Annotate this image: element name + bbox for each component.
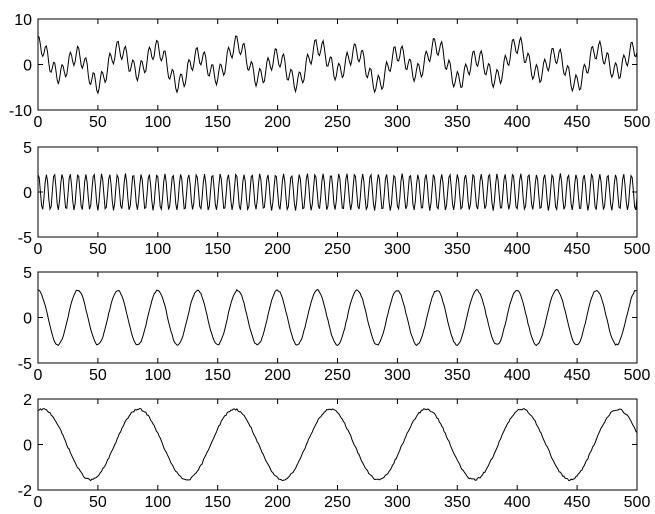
series-line <box>37 288 638 347</box>
x-tick-label: 450 <box>564 114 591 131</box>
x-tick-label: 300 <box>384 494 411 511</box>
x-tick-label: 100 <box>144 241 171 258</box>
x-tick-label: 200 <box>264 494 291 511</box>
x-tick-label: 50 <box>89 241 107 258</box>
x-tick-label: 450 <box>564 241 591 258</box>
x-tick-label: 200 <box>264 114 291 131</box>
y-tick-label: -2 <box>18 483 32 500</box>
x-tick-label: 500 <box>624 494 651 511</box>
x-tick-label: 0 <box>34 494 43 511</box>
x-tick-label: 50 <box>89 367 107 384</box>
x-tick-label: 250 <box>324 494 351 511</box>
axes-frame <box>37 18 638 111</box>
y-tick-label: 10 <box>14 12 32 29</box>
x-tick-label: 400 <box>504 241 531 258</box>
y-tick-label: 0 <box>23 58 32 75</box>
subplot-3: 0 50 100 150 200 250 300 350 400 450 500-505 <box>18 265 651 384</box>
x-tick-label: 350 <box>444 114 471 131</box>
x-tick-label: 150 <box>204 367 231 384</box>
y-tick-label: 0 <box>23 185 32 202</box>
y-tick-label: 5 <box>23 140 32 157</box>
x-tick-label: 50 <box>89 114 107 131</box>
x-tick-label: 500 <box>624 241 651 258</box>
x-tick-label: 150 <box>204 114 231 131</box>
x-tick-label: 450 <box>564 367 591 384</box>
x-tick-label: 100 <box>144 367 171 384</box>
x-tick-label: 100 <box>144 494 171 511</box>
subplot-2: 0 50 100 150 200 250 300 350 400 450 500-505 <box>18 140 651 258</box>
y-tick-label: 0 <box>23 438 32 455</box>
x-tick-label: 400 <box>504 494 531 511</box>
x-tick-label: 200 <box>264 367 291 384</box>
x-tick-label: 300 <box>384 114 411 131</box>
x-tick-label: 350 <box>444 367 471 384</box>
x-tick-label: 0 <box>34 241 43 258</box>
series-line <box>37 172 638 212</box>
x-tick-label: 350 <box>444 241 471 258</box>
x-tick-label: 250 <box>324 367 351 384</box>
x-tick-label: 250 <box>324 241 351 258</box>
x-tick-label: 350 <box>444 494 471 511</box>
series-line <box>37 407 638 482</box>
x-tick-label: 0 <box>34 114 43 131</box>
y-tick-label: -10 <box>9 103 32 120</box>
y-tick-label: 5 <box>23 265 32 282</box>
y-tick-label: -5 <box>18 230 32 247</box>
x-tick-label: 150 <box>204 241 231 258</box>
x-tick-label: 500 <box>624 367 651 384</box>
x-tick-label: 300 <box>384 367 411 384</box>
x-tick-label: 200 <box>264 241 291 258</box>
x-tick-label: 50 <box>89 494 107 511</box>
x-tick-label: 500 <box>624 114 651 131</box>
y-tick-label: 0 <box>23 311 32 328</box>
x-tick-label: 100 <box>144 114 171 131</box>
y-tick-label: -5 <box>18 356 32 373</box>
x-tick-label: 250 <box>324 114 351 131</box>
x-tick-label: 300 <box>384 241 411 258</box>
x-tick-label: 450 <box>564 494 591 511</box>
y-tick-label: 2 <box>23 392 32 409</box>
x-tick-label: 400 <box>504 367 531 384</box>
x-tick-label: 150 <box>204 494 231 511</box>
series-line <box>37 35 638 95</box>
subplot-4: 0 50 100 150 200 250 300 350 400 450 500-202 <box>18 392 651 511</box>
axes-frame <box>37 146 638 238</box>
x-tick-label: 0 <box>34 367 43 384</box>
x-tick-label: 400 <box>504 114 531 131</box>
